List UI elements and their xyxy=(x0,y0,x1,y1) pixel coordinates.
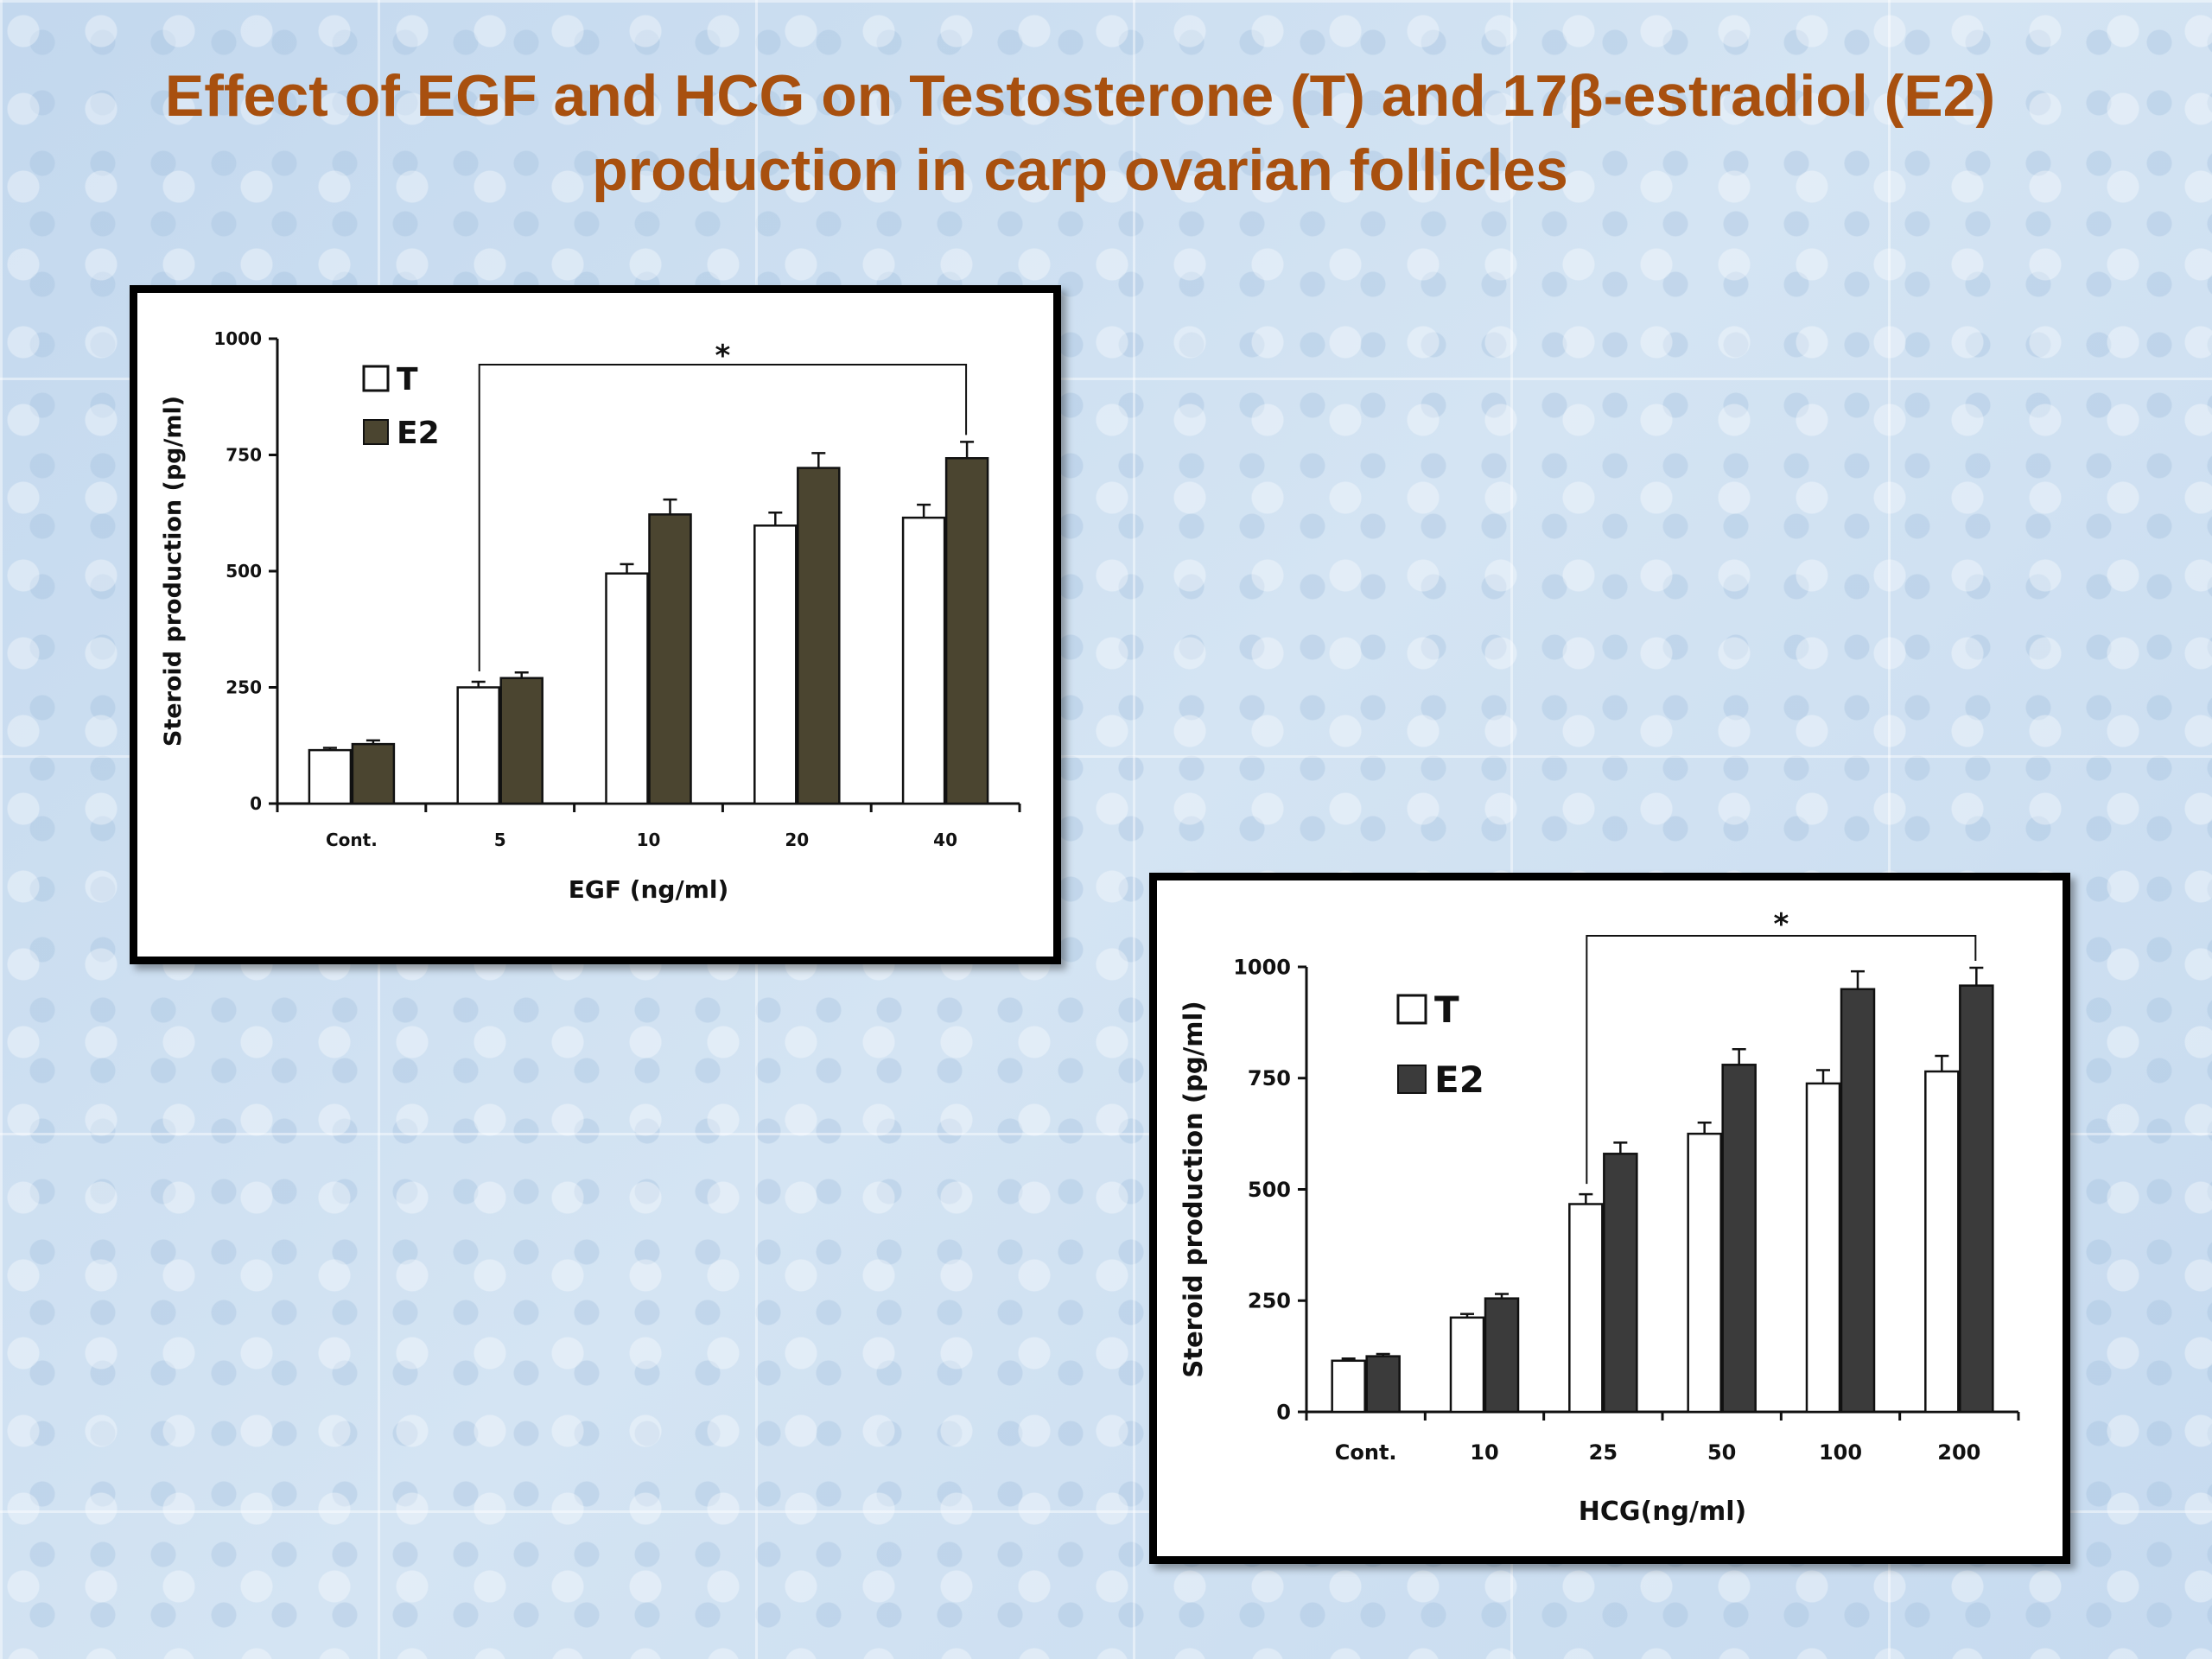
egf-x-axis-label: EGF (ng/ml) xyxy=(569,875,729,904)
hcg-bar-e2 xyxy=(1959,984,1994,1414)
egf-bar-t xyxy=(308,748,353,805)
egf-significance-bracket xyxy=(478,364,968,672)
hcg-y-tick-label: 250 xyxy=(1248,1289,1291,1313)
egf-x-tick-label: 20 xyxy=(785,830,809,850)
hcg-x-tick-label: Cont. xyxy=(1335,1440,1397,1465)
egf-y-tick-label: 750 xyxy=(226,445,262,466)
hcg-bar-e2 xyxy=(1840,988,1876,1414)
hcg-significance-bracket xyxy=(1586,935,1977,1185)
hcg-legend-label-t: T xyxy=(1434,988,1459,1031)
hcg-chart-panel: 0 250 500 750 1000 Cont. 10 25 50 100 200 HCG(ng/ml… xyxy=(1149,873,2070,1564)
egf-chart: 0 250 500 750 1000 Cont. 5 10 20 40 EGF (ng/ml) Ste… xyxy=(160,328,1021,904)
hcg-significance-label: * xyxy=(1773,907,1789,942)
hcg-x-tick-label: 200 xyxy=(1937,1440,1980,1465)
egf-y-tick-label: 250 xyxy=(226,677,262,698)
hcg-x-axis-label: HCG(ng/ml) xyxy=(1579,1497,1747,1527)
hcg-y-axis-label: Steroid production (pg/ml) xyxy=(1179,1001,1208,1377)
egf-y-axis-label: Steroid production (pg/ml) xyxy=(160,396,187,747)
hcg-x-tick-label: 10 xyxy=(1470,1440,1498,1465)
hcg-x-tick-label: 100 xyxy=(1819,1440,1862,1465)
hcg-legend-swatch-e2 xyxy=(1397,1065,1427,1094)
hcg-bar-e2 xyxy=(1365,1355,1401,1414)
egf-y-tick-label: 1000 xyxy=(213,328,262,349)
egf-bar-e2 xyxy=(944,457,989,805)
egf-x-tick-label: 40 xyxy=(933,830,957,850)
egf-bar-t xyxy=(456,686,500,805)
hcg-chart: 0 250 500 750 1000 Cont. 10 25 50 100 200 HCG(ng/ml… xyxy=(1179,907,2020,1527)
hcg-bar-t xyxy=(1331,1359,1366,1414)
egf-bar-t xyxy=(605,572,649,805)
hcg-bar-e2 xyxy=(1603,1153,1638,1414)
hcg-legend-swatch-t xyxy=(1396,994,1427,1025)
egf-bar-t xyxy=(753,524,798,805)
egf-chart-panel: 0 250 500 750 1000 Cont. 5 10 20 40 EGF (ng/ml) Ste… xyxy=(130,285,1061,964)
slide-title: Effect of EGF and HCG on Testosterone (T… xyxy=(0,59,2160,207)
egf-legend-swatch-t xyxy=(362,365,390,392)
hcg-bar-e2 xyxy=(1721,1064,1757,1414)
egf-bar-t xyxy=(901,516,946,805)
egf-significance-label: * xyxy=(715,339,731,373)
egf-bar-e2 xyxy=(499,677,543,805)
hcg-bar-e2 xyxy=(1484,1297,1520,1414)
hcg-bar-t xyxy=(1449,1316,1485,1414)
hcg-y-tick-label: 0 xyxy=(1276,1400,1291,1424)
hcg-bar-t xyxy=(1924,1070,1960,1414)
egf-x-tick-label: Cont. xyxy=(326,830,378,850)
egf-bar-e2 xyxy=(351,742,396,805)
hcg-bar-t xyxy=(1805,1082,1841,1414)
hcg-legend-label-e2: E2 xyxy=(1434,1058,1484,1101)
hcg-x-tick-label: 25 xyxy=(1589,1440,1618,1465)
egf-legend-label-t: T xyxy=(397,362,418,397)
egf-x-tick-label: 5 xyxy=(494,830,506,850)
hcg-y-tick-label: 750 xyxy=(1248,1066,1291,1090)
egf-legend-swatch-e2 xyxy=(363,419,389,445)
egf-legend-label-e2: E2 xyxy=(397,416,440,451)
hcg-bar-t xyxy=(1687,1132,1722,1414)
hcg-y-tick-label: 1000 xyxy=(1233,955,1291,979)
egf-y-tick-label: 500 xyxy=(226,561,262,582)
hcg-x-tick-label: 50 xyxy=(1707,1440,1736,1465)
slide-title-line-2: production in carp ovarian follicles xyxy=(592,137,1568,203)
hcg-y-tick-label: 500 xyxy=(1248,1178,1291,1202)
egf-bar-e2 xyxy=(648,513,692,805)
hcg-bar-t xyxy=(1568,1203,1604,1414)
egf-bar-e2 xyxy=(797,467,841,805)
egf-y-tick-label: 0 xyxy=(250,793,262,814)
slide-title-line-1: Effect of EGF and HCG on Testosterone (T… xyxy=(164,63,1996,129)
egf-x-tick-label: 10 xyxy=(637,830,661,850)
